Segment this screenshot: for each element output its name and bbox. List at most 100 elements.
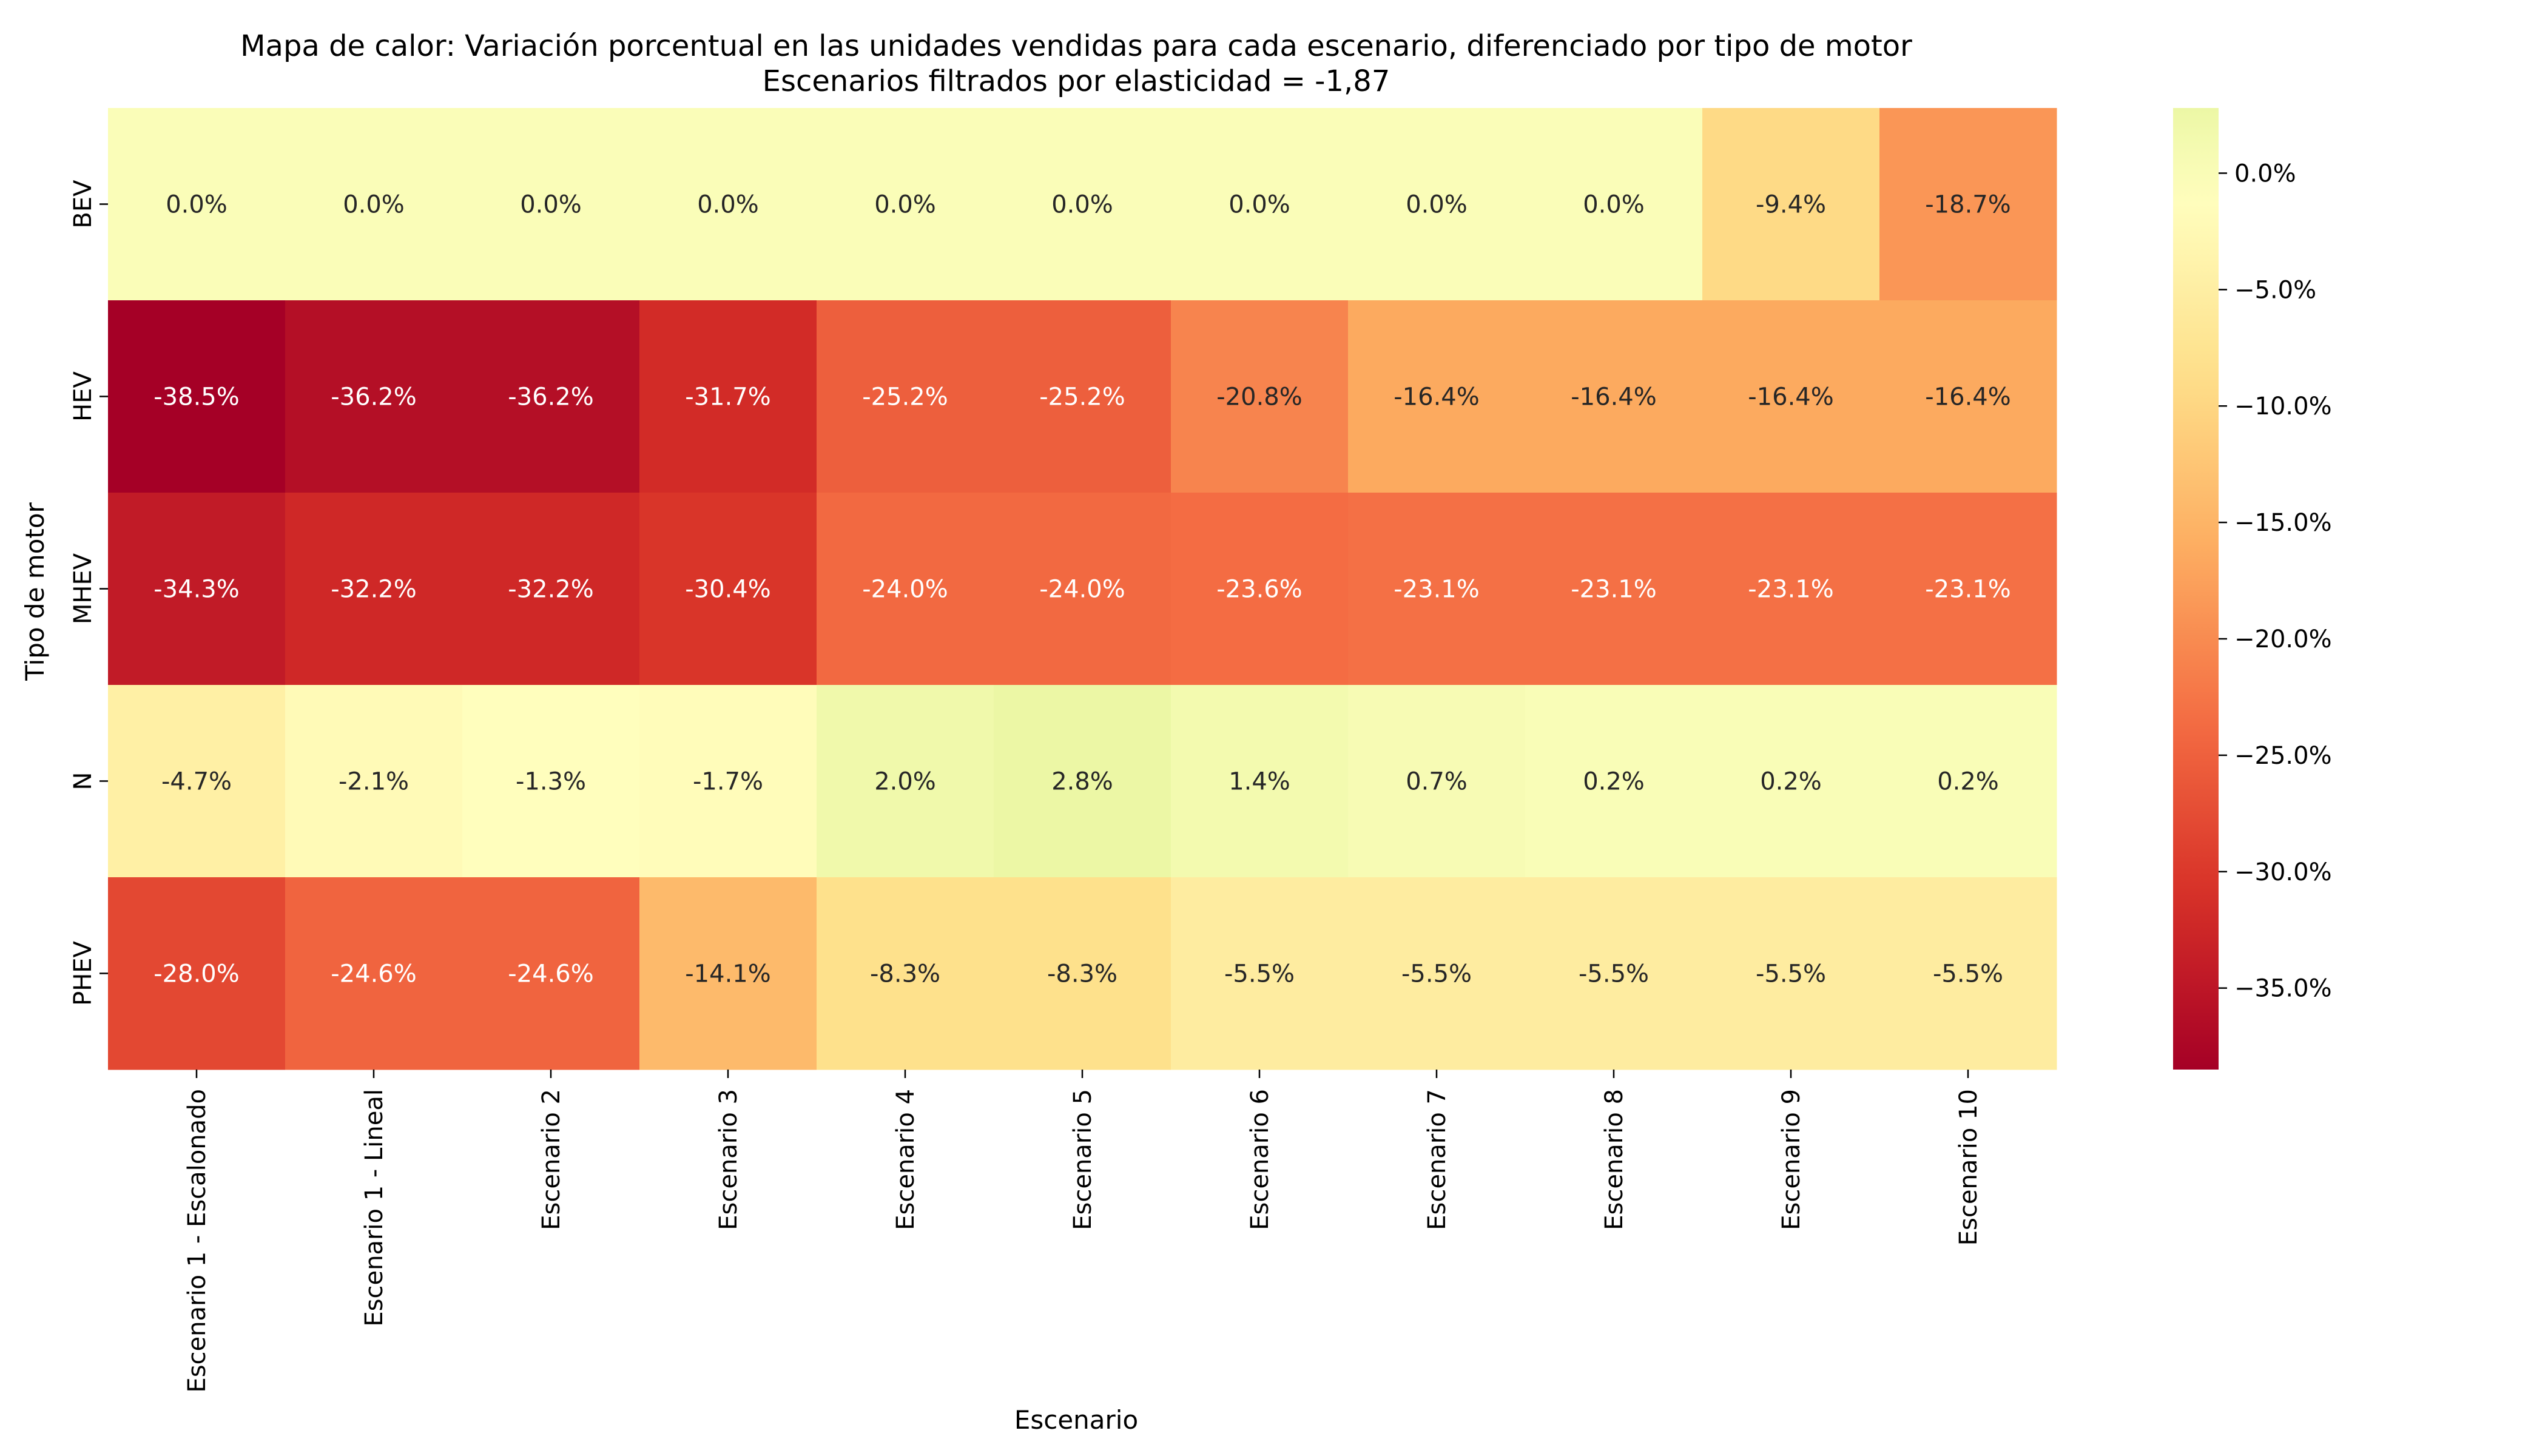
heatmap-cell (817, 685, 994, 878)
heatmap-cell (1348, 493, 1526, 686)
heatmap-cell (462, 108, 640, 301)
heatmap-cell (462, 685, 640, 878)
heatmap-cell (639, 877, 817, 1070)
cell-value-label: -2.1% (339, 768, 409, 796)
cell-value-label: -18.7% (1925, 191, 2011, 219)
x-tick-label: Escenario 4 (892, 1089, 920, 1230)
heatmap-cell (108, 493, 286, 686)
cell-value-label: 0.0% (1051, 191, 1113, 219)
heatmap-cell (462, 493, 640, 686)
heatmap-cell (1348, 108, 1526, 301)
cell-value-label: -8.3% (1047, 960, 1117, 988)
heatmap-cell (994, 877, 1171, 1070)
x-tick-label: Escenario 3 (715, 1089, 743, 1230)
heatmap-cell (1525, 877, 1703, 1070)
y-axis-label: Tipo de motor (20, 502, 50, 681)
heatmap-cell (994, 300, 1171, 493)
cell-value-label: -32.2% (508, 576, 594, 604)
heatmap-cell (462, 877, 640, 1070)
cell-value-label: -25.2% (862, 383, 948, 411)
cell-value-label: -36.2% (508, 383, 594, 411)
cell-value-label: 1.4% (1228, 768, 1290, 796)
cell-value-label: -24.6% (331, 960, 417, 988)
heatmap-cell (994, 493, 1171, 686)
heatmap-cell (108, 685, 286, 878)
colorbar-tick-label: −10.0% (2234, 393, 2332, 420)
heatmap-cell (285, 300, 463, 493)
heatmap-cell (1525, 493, 1703, 686)
heatmap-cell (1348, 685, 1526, 878)
cell-value-label: -4.7% (161, 768, 232, 796)
heatmap-cell (108, 300, 286, 493)
colorbar-tick-label: −5.0% (2234, 276, 2316, 304)
heatmap-cell (817, 300, 994, 493)
heatmap-cell (1879, 108, 2057, 301)
cell-value-label: -24.6% (508, 960, 594, 988)
x-tick-label: Escenario 1 - Lineal (360, 1089, 388, 1327)
cell-value-label: -23.1% (1925, 576, 2011, 604)
cell-value-label: -28.0% (153, 960, 240, 988)
heatmap-cell (639, 685, 817, 878)
colorbar: 0.0% −5.0% −10.0% −15.0% −20.0% −25.0% −30.0% −… (2173, 108, 2332, 1070)
cell-value-label: -36.2% (331, 383, 417, 411)
cell-value-label: 0.2% (1937, 768, 1999, 796)
colorbar-tick-label: −20.0% (2234, 625, 2332, 653)
heatmap-cell (1348, 877, 1526, 1070)
heatmap-cell (1879, 877, 2057, 1070)
y-tick-label: HEV (69, 371, 97, 422)
x-tick-label: Escenario 5 (1069, 1089, 1097, 1230)
cell-value-label: -25.2% (1039, 383, 1125, 411)
x-tick-label: Escenario 10 (1955, 1089, 1983, 1245)
heatmap-cell (1879, 493, 2057, 686)
cell-value-label: -32.2% (331, 576, 417, 604)
cell-value-label: 0.2% (1583, 768, 1645, 796)
y-tick-label: N (69, 772, 97, 790)
heatmap-cell (1702, 877, 1880, 1070)
cell-value-label: -5.5% (1933, 960, 2003, 988)
heatmap-cell (1525, 685, 1703, 878)
cell-value-label: -23.1% (1571, 576, 1657, 604)
cell-value-label: -5.5% (1224, 960, 1295, 988)
x-axis: Escenario 1 - Escalonado Escenario 1 - Li… (183, 1070, 1983, 1393)
colorbar-tick-label: −30.0% (2234, 858, 2332, 886)
cell-value-label: -34.3% (153, 576, 240, 604)
cell-value-label: -23.1% (1748, 576, 1834, 604)
cell-value-label: -20.8% (1216, 383, 1303, 411)
x-tick-label: Escenario 8 (1600, 1089, 1628, 1230)
heatmap-cell (1702, 685, 1880, 878)
x-tick-label: Escenario 6 (1246, 1089, 1274, 1230)
cell-value-label: -23.6% (1216, 576, 1303, 604)
heatmap-cells (108, 108, 2057, 1070)
heatmap-cell (1702, 493, 1880, 686)
colorbar-tick-label: 0.0% (2234, 160, 2296, 187)
y-axis: BEV HEV MHEV N PHEV (69, 180, 108, 1006)
cell-value-label: 0.0% (166, 191, 228, 219)
cell-value-label: 0.0% (697, 191, 759, 219)
heatmap-cell (1702, 108, 1880, 301)
cell-value-label: 0.0% (343, 191, 405, 219)
heatmap-cell (817, 493, 994, 686)
heatmap-cell (1879, 685, 2057, 878)
heatmap-cell (285, 877, 463, 1070)
x-tick-label: Escenario 1 - Escalonado (183, 1089, 211, 1393)
cell-value-label: 0.7% (1406, 768, 1468, 796)
cell-value-label: 0.0% (1406, 191, 1468, 219)
heatmap-cell (817, 877, 994, 1070)
colorbar-gradient (2173, 108, 2219, 1070)
heatmap-cell (108, 108, 286, 301)
cell-value-label: -8.3% (870, 960, 940, 988)
heatmap-cell (1171, 300, 1349, 493)
x-axis-label: Escenario (1014, 1405, 1138, 1435)
cell-value-label: 2.0% (874, 768, 936, 796)
colorbar-tick-label: −35.0% (2234, 975, 2332, 1003)
chart-title: Mapa de calor: Variación porcentual en l… (240, 29, 1912, 63)
cell-value-label: 0.0% (1228, 191, 1290, 219)
heatmap-cell (639, 108, 817, 301)
heatmap-cell (1348, 300, 1526, 493)
cell-value-label: -16.4% (1925, 383, 2011, 411)
cell-value-label: -1.7% (693, 768, 763, 796)
cell-value-label: -16.4% (1571, 383, 1657, 411)
heatmap-cell (1171, 108, 1349, 301)
cell-value-label: 0.0% (874, 191, 936, 219)
heatmap-cell (639, 493, 817, 686)
